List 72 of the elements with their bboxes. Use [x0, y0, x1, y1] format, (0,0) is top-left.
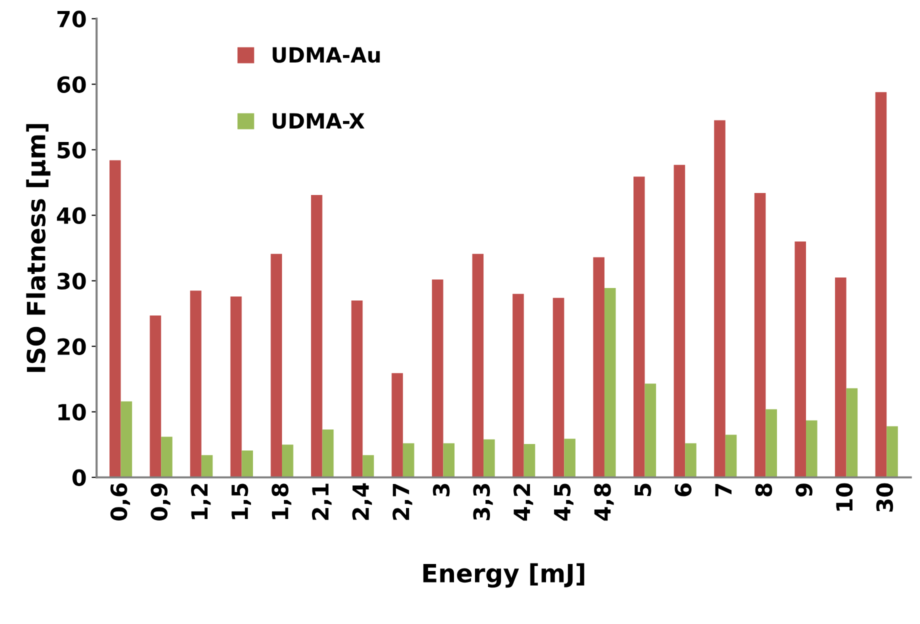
- y-tick-label: 10: [58, 404, 86, 421]
- x-tick-label: 0,9: [150, 484, 170, 521]
- bar: [806, 420, 818, 478]
- bar: [432, 279, 444, 478]
- bar: [886, 426, 898, 478]
- bar: [633, 176, 645, 478]
- bar: [524, 444, 536, 478]
- bar: [322, 430, 334, 478]
- x-tick-label: 3,3: [473, 484, 493, 520]
- y-tick-label: 60: [57, 76, 86, 93]
- x-axis-title: Energy [mJ]: [423, 563, 584, 588]
- bar: [604, 288, 616, 478]
- bar: [644, 384, 656, 478]
- y-tick-label: 20: [58, 338, 86, 356]
- x-tick-label: 9: [796, 484, 812, 497]
- bar: [402, 443, 414, 478]
- bar: [725, 434, 737, 478]
- bar: [190, 290, 202, 478]
- bar: [674, 164, 686, 478]
- bar: [351, 300, 363, 478]
- bar: [150, 316, 162, 478]
- bar: [311, 194, 322, 478]
- bar: [161, 436, 172, 478]
- bar: [110, 160, 121, 478]
- x-tick-label: 5: [634, 484, 652, 496]
- x-tick-label: 1,5: [232, 484, 251, 520]
- bar: [794, 241, 806, 478]
- bar: [714, 120, 726, 478]
- bar: [201, 455, 213, 478]
- x-tick-label: 4,5: [554, 484, 574, 521]
- x-tick-label: 6: [674, 483, 692, 496]
- x-tick-label: 10: [836, 483, 853, 511]
- x-tick-label: 8: [755, 484, 772, 496]
- y-tick-label: 70: [57, 10, 86, 28]
- bar: [552, 298, 564, 478]
- bar: [766, 409, 777, 478]
- bar: [230, 296, 242, 478]
- y-tick-label: 50: [58, 142, 86, 159]
- x-tick-label: 0,6: [110, 483, 130, 521]
- y-axis-title: ISO Flatness [µm]: [26, 124, 50, 372]
- bar: [270, 254, 282, 478]
- x-tick-label: 1,2: [191, 484, 211, 520]
- y-tick-label: 40: [56, 207, 86, 224]
- bar: [846, 388, 858, 478]
- bar: [443, 443, 455, 478]
- bar: [754, 193, 766, 478]
- x-tick-label: 2,1: [312, 484, 332, 520]
- x-tick-label: 1,8: [272, 484, 292, 520]
- bar: [120, 401, 132, 478]
- legend-label: UDMA-Au: [272, 47, 380, 63]
- bar: [242, 450, 253, 478]
- x-tick-label: 3: [432, 484, 450, 496]
- bar: [472, 254, 484, 478]
- y-tick-label: 30: [57, 272, 86, 290]
- bar: [875, 92, 887, 478]
- x-tick-label: 4,8: [594, 484, 614, 521]
- bar: [282, 444, 294, 478]
- x-tick-label: 30: [876, 483, 894, 512]
- y-tick-label: 0: [72, 469, 86, 486]
- x-tick-label: 7: [715, 484, 732, 496]
- bar: [392, 373, 403, 478]
- bar: [835, 278, 846, 478]
- bar: [512, 294, 524, 478]
- bar: [685, 443, 696, 478]
- bar: [593, 257, 604, 478]
- bar: [484, 439, 495, 478]
- bar: [362, 455, 374, 478]
- x-tick-label: 2,4: [352, 483, 372, 520]
- x-tick-label: 2,7: [392, 484, 412, 520]
- bar: [564, 438, 576, 478]
- legend-label: UDMA-X: [272, 113, 364, 129]
- x-tick-label: 4,2: [513, 484, 534, 521]
